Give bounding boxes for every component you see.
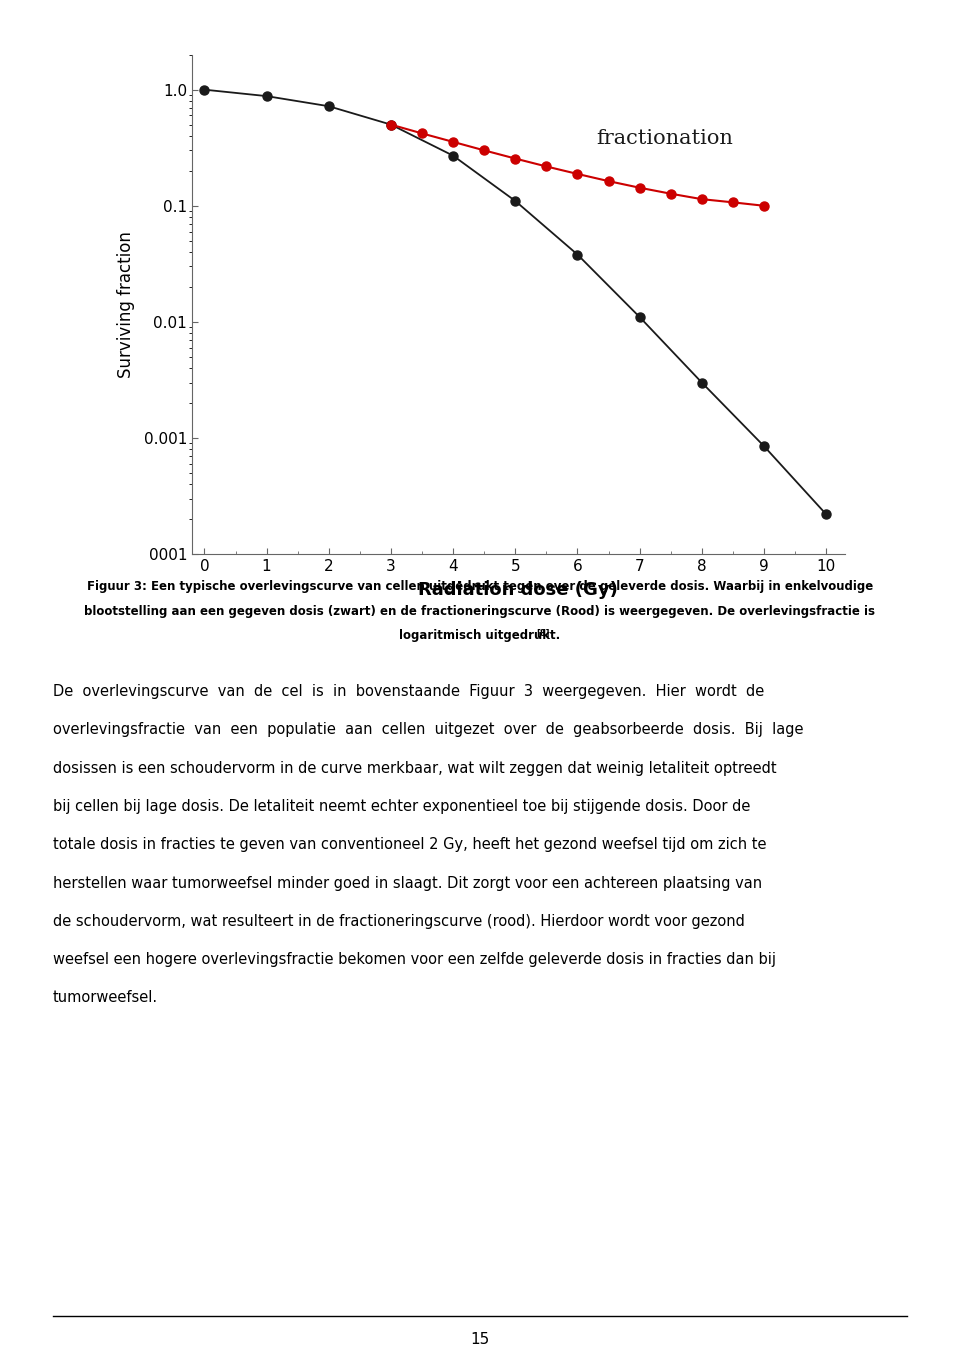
Text: bij cellen bij lage dosis. De letaliteit neemt echter exponentieel toe bij stijg: bij cellen bij lage dosis. De letaliteit… — [53, 799, 750, 814]
Text: herstellen waar tumorweefsel minder goed in slaagt. Dit zorgt voor een achtereen: herstellen waar tumorweefsel minder goed… — [53, 876, 762, 891]
Text: [8]: [8] — [537, 629, 550, 639]
X-axis label: Radiation dose (Gy): Radiation dose (Gy) — [419, 581, 618, 599]
Text: De  overlevingscurve  van  de  cel  is  in  bovenstaande  Figuur  3  weergegeven: De overlevingscurve van de cel is in bov… — [53, 684, 764, 699]
Text: 15: 15 — [470, 1332, 490, 1347]
Text: de schoudervorm, wat resulteert in de fractioneringscurve (rood). Hierdoor wordt: de schoudervorm, wat resulteert in de fr… — [53, 914, 745, 929]
Text: weefsel een hogere overlevingsfractie bekomen voor een zelfde geleverde dosis in: weefsel een hogere overlevingsfractie be… — [53, 952, 776, 967]
Text: tumorweefsel.: tumorweefsel. — [53, 990, 158, 1005]
Text: blootstelling aan een gegeven dosis (zwart) en de fractioneringscurve (Rood) is : blootstelling aan een gegeven dosis (zwa… — [84, 605, 876, 618]
Text: fractionation: fractionation — [596, 129, 733, 148]
Y-axis label: Surviving fraction: Surviving fraction — [117, 231, 135, 378]
Text: totale dosis in fracties te geven van conventioneel 2 Gy, heeft het gezond weefs: totale dosis in fracties te geven van co… — [53, 837, 766, 852]
Text: dosissen is een schoudervorm in de curve merkbaar, wat wilt zeggen dat weinig le: dosissen is een schoudervorm in de curve… — [53, 761, 777, 776]
Text: overlevingsfractie  van  een  populatie  aan  cellen  uitgezet  over  de  geabso: overlevingsfractie van een populatie aan… — [53, 722, 804, 737]
Text: logaritmisch uitgedrukt.: logaritmisch uitgedrukt. — [399, 629, 561, 643]
Text: Figuur 3: Een typische overlevingscurve van cellen uitgedrukt tegen over de gele: Figuur 3: Een typische overlevingscurve … — [86, 580, 874, 594]
